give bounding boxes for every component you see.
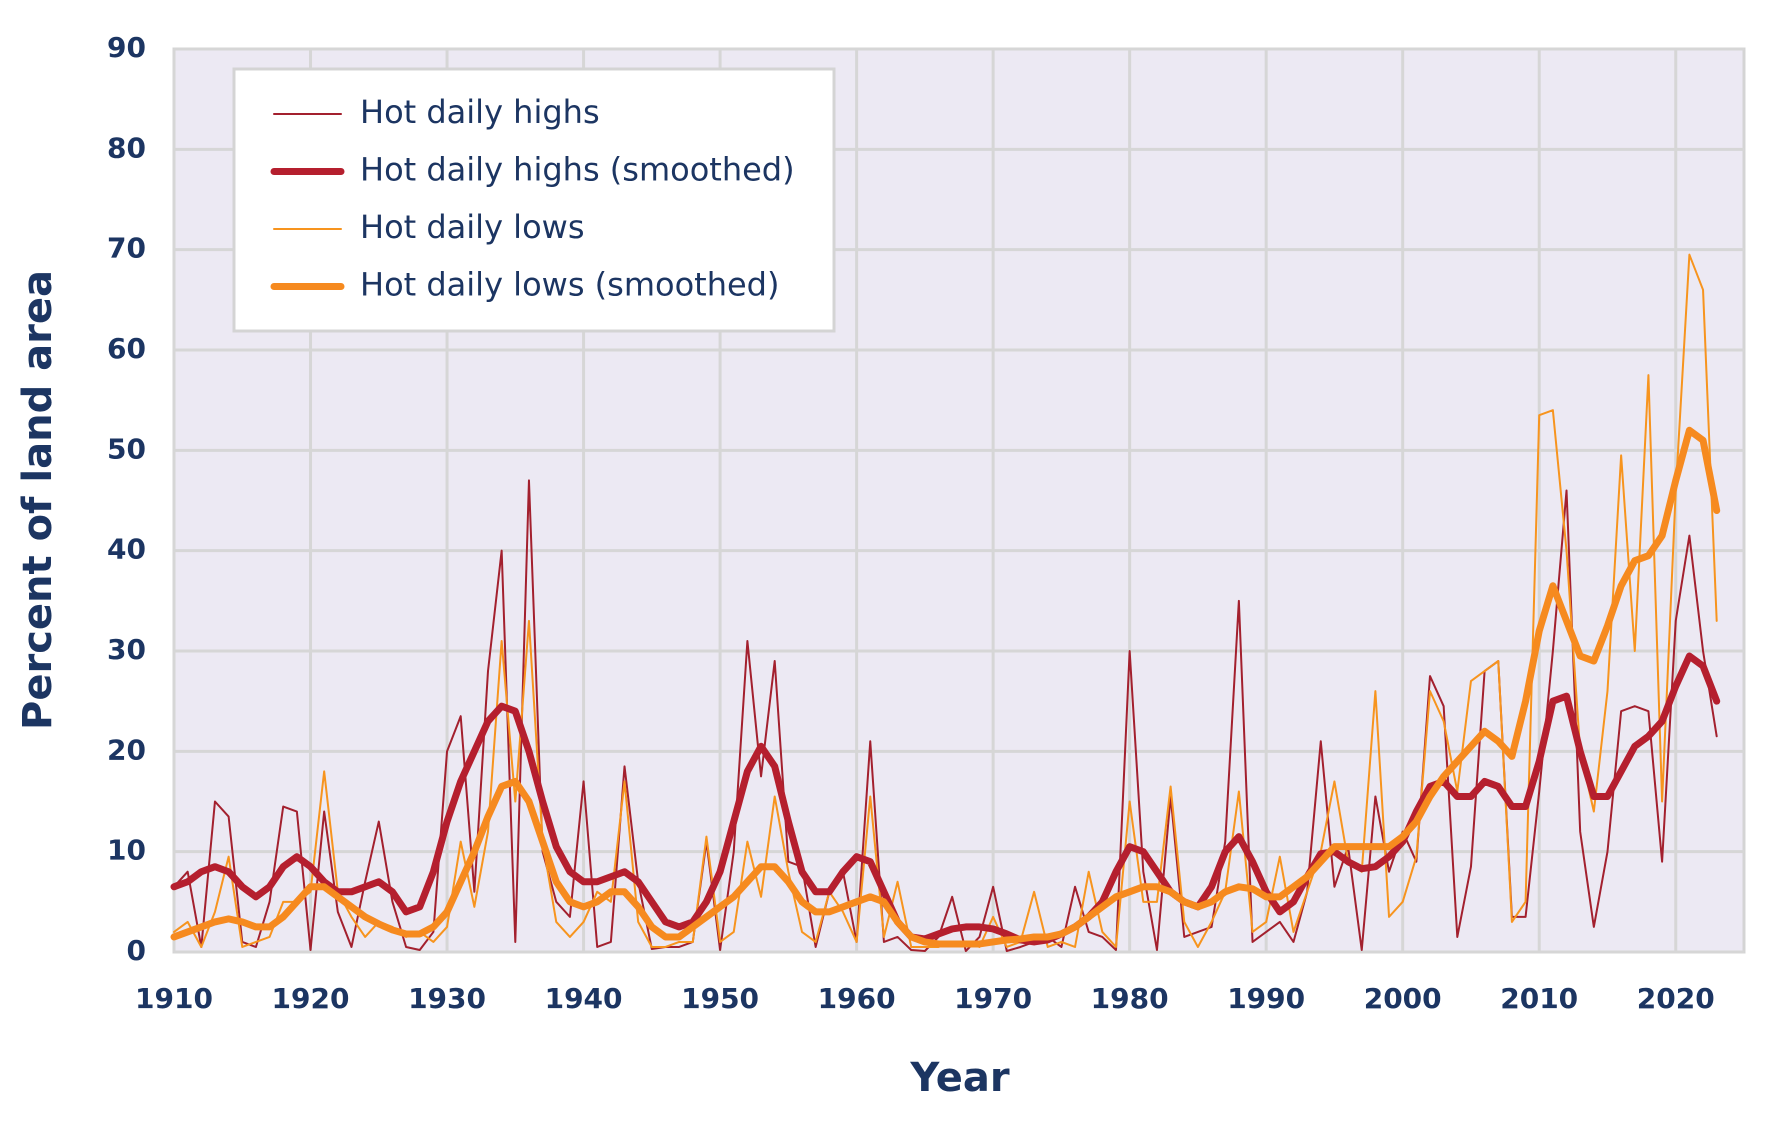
y-tick-label: 60 <box>107 332 146 365</box>
x-tick-label: 1910 <box>135 982 213 1015</box>
x-tick-label: 1940 <box>545 982 623 1015</box>
y-axis-title: Percent of land area <box>15 270 61 730</box>
x-tick-label: 1960 <box>818 982 896 1015</box>
y-tick-label: 90 <box>107 31 146 64</box>
y-tick-label: 50 <box>107 432 146 465</box>
lines <box>170 253 1721 952</box>
y-tick-label: 80 <box>107 131 146 164</box>
series-line <box>170 426 1721 948</box>
x-tick-label: 1950 <box>681 982 759 1015</box>
series-line <box>170 652 1721 946</box>
y-tick-label: 40 <box>107 533 146 566</box>
x-tick-label: 1970 <box>954 982 1032 1015</box>
legend-label: Hot daily lows <box>360 208 584 246</box>
x-tick-label: 2020 <box>1637 982 1715 1015</box>
x-tick-label: 2000 <box>1364 982 1442 1015</box>
labels: Year Percent of land area 0 10 20 30 40 50 60 7… <box>15 31 1715 1101</box>
legend-label: Hot daily highs (smoothed) <box>360 151 795 189</box>
y-tick-label: 10 <box>107 834 146 867</box>
series-line <box>173 479 1718 952</box>
x-tick-label: 1920 <box>272 982 350 1015</box>
x-tick-label: 2010 <box>1500 982 1578 1015</box>
y-tick-label: 70 <box>107 232 146 265</box>
x-axis-title: Year <box>909 1055 1009 1101</box>
legend-label: Hot daily highs <box>360 93 600 131</box>
legend-label: Hot daily lows (smoothed) <box>360 266 779 304</box>
legend: Hot daily highs Hot daily highs (smoothed… <box>232 67 836 333</box>
y-tick-label: 30 <box>107 633 146 666</box>
x-tick-label: 1980 <box>1091 982 1169 1015</box>
x-tick-label: 1930 <box>408 982 486 1015</box>
y-tick-label: 20 <box>107 733 146 766</box>
y-tick-label: 0 <box>127 934 146 967</box>
x-tick-label: 1990 <box>1227 982 1305 1015</box>
